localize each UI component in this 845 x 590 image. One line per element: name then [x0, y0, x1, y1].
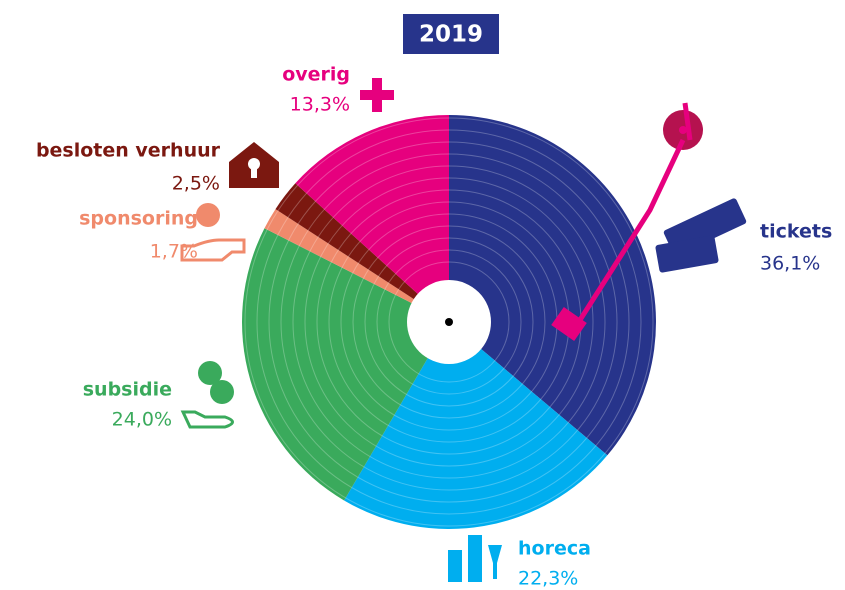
value-label: 24,0% — [112, 409, 172, 431]
category-label: sponsoring — [79, 208, 198, 230]
category-label: besloten verhuur — [36, 140, 221, 162]
category-label: horeca — [518, 538, 591, 560]
chart-title: 2019 — [419, 22, 483, 48]
value-label: 36,1% — [760, 253, 820, 275]
category-label: overig — [282, 64, 350, 86]
value-label: 1,7% — [150, 241, 198, 263]
value-label: 13,3% — [290, 94, 350, 116]
spindle — [445, 318, 453, 326]
value-label: 22,3% — [518, 568, 578, 590]
category-label: subsidie — [83, 379, 172, 401]
chart: 2019 tickets 36,1% horeca 22,3% subsidie 24,0… — [0, 0, 845, 590]
category-label: tickets — [760, 221, 832, 243]
value-label: 2,5% — [172, 173, 220, 195]
